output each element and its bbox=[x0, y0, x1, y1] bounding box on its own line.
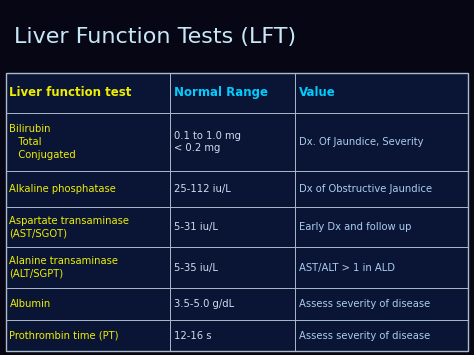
Text: 25-112 iu/L: 25-112 iu/L bbox=[173, 184, 230, 194]
Text: Dx. Of Jaundice, Severity: Dx. Of Jaundice, Severity bbox=[299, 137, 423, 147]
Text: 3.5-5.0 g/dL: 3.5-5.0 g/dL bbox=[173, 299, 234, 308]
Text: Aspartate transaminase
(AST/SGOT): Aspartate transaminase (AST/SGOT) bbox=[9, 216, 129, 239]
Text: Early Dx and follow up: Early Dx and follow up bbox=[299, 222, 411, 233]
Text: Prothrombin time (PT): Prothrombin time (PT) bbox=[9, 331, 119, 340]
Text: Liver Function Tests (LFT): Liver Function Tests (LFT) bbox=[14, 27, 296, 47]
Text: Normal Range: Normal Range bbox=[173, 86, 268, 99]
Text: Liver function test: Liver function test bbox=[9, 86, 132, 99]
Text: Bilirubin
   Total
   Conjugated: Bilirubin Total Conjugated bbox=[9, 124, 76, 160]
Text: 5-31 iu/L: 5-31 iu/L bbox=[173, 222, 218, 233]
Bar bbox=[6, 73, 468, 351]
Text: 0.1 to 1.0 mg
< 0.2 mg: 0.1 to 1.0 mg < 0.2 mg bbox=[173, 131, 241, 153]
Text: Value: Value bbox=[299, 86, 336, 99]
Text: Albumin: Albumin bbox=[9, 299, 51, 308]
Text: Alanine transaminase
(ALT/SGPT): Alanine transaminase (ALT/SGPT) bbox=[9, 256, 119, 279]
Text: Alkaline phosphatase: Alkaline phosphatase bbox=[9, 184, 116, 194]
Text: 5-35 iu/L: 5-35 iu/L bbox=[173, 263, 218, 273]
Text: AST/ALT > 1 in ALD: AST/ALT > 1 in ALD bbox=[299, 263, 395, 273]
Text: 12-16 s: 12-16 s bbox=[173, 331, 211, 340]
Text: Assess severity of disease: Assess severity of disease bbox=[299, 299, 430, 308]
Text: Dx of Obstructive Jaundice: Dx of Obstructive Jaundice bbox=[299, 184, 432, 194]
Text: Assess severity of disease: Assess severity of disease bbox=[299, 331, 430, 340]
Bar bbox=[6, 73, 468, 351]
